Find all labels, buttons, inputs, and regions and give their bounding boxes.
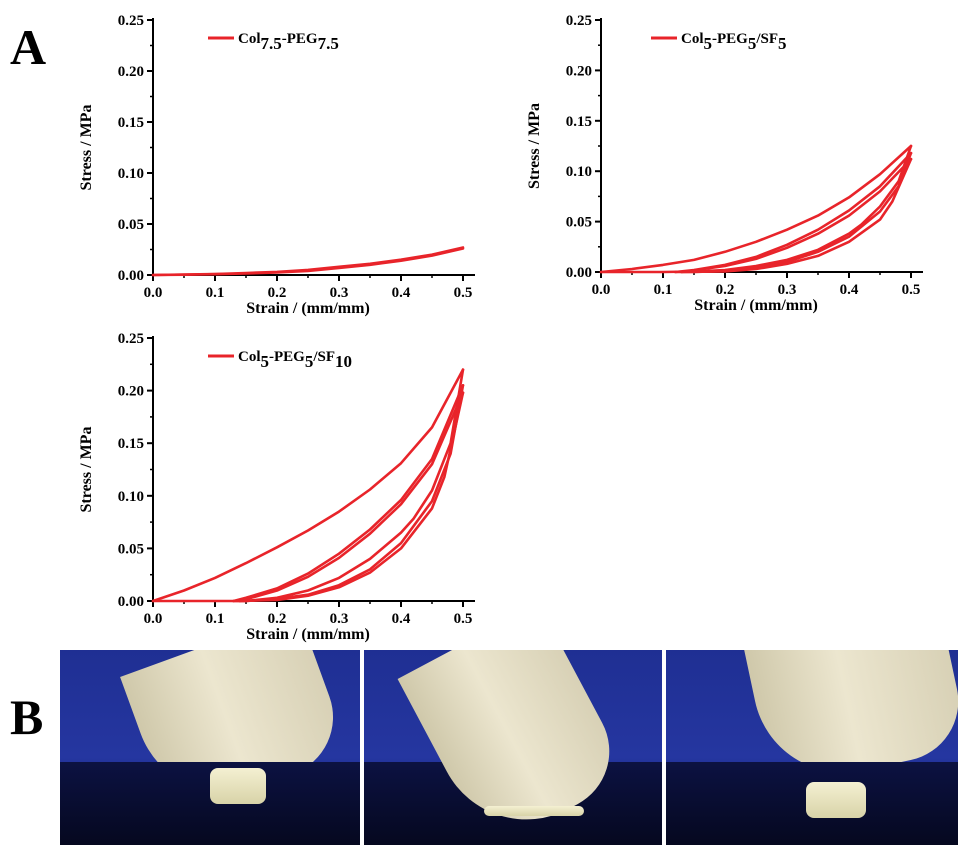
x-tick-label: 0.3 (330, 285, 349, 301)
y-tick-label: 0.00 (118, 594, 144, 610)
cycle-line-6 (680, 157, 913, 274)
y-tick-label: 0.20 (566, 63, 592, 79)
cycle-line-4 (232, 384, 465, 603)
panel-label-a: A (10, 19, 47, 75)
photo-after-recovery (662, 650, 958, 845)
x-tick-label: 0.0 (592, 282, 611, 298)
cycle-line-2 (151, 247, 465, 277)
x-axis-label: Strain / (mm/mm) (246, 626, 370, 643)
y-tick-label: 0.20 (118, 384, 144, 400)
y-tick-label: 0.00 (118, 268, 144, 284)
y-tick-label: 0.25 (118, 331, 144, 347)
x-tick-label: 0.2 (268, 285, 287, 301)
y-tick-label: 0.25 (118, 13, 144, 29)
cycle-line-5 (680, 157, 913, 274)
x-axis-label: Strain / (mm/mm) (246, 300, 370, 317)
x-tick-label: 0.4 (392, 285, 411, 301)
y-tick-label: 0.15 (118, 436, 144, 452)
x-tick-label: 0.5 (902, 282, 921, 298)
y-axis-label: Stress / MPa (78, 427, 95, 513)
y-axis-label: Stress / MPa (526, 103, 543, 189)
y-axis-label: Stress / MPa (78, 105, 95, 191)
hydrogel-sample-image (210, 768, 266, 804)
y-tick-label: 0.25 (566, 13, 592, 29)
compression-photo-strip (60, 650, 958, 845)
y-tick-label: 0.15 (118, 115, 144, 131)
x-tick-label: 0.2 (268, 611, 287, 627)
x-tick-label: 0.2 (716, 282, 735, 298)
stress-strain-chart-3: 0.00 0.05 0.10 0.15 0.20 0.25 0.0 0.1 0.2 0.3 0.4 0… (78, 331, 475, 643)
stress-strain-chart-2: 0.00 0.05 0.10 0.15 0.20 0.25 0.0 0.1 0.2 0.3 0.4 0… (526, 13, 923, 314)
y-tick-label: 0.05 (566, 215, 592, 231)
x-tick-label: 0.1 (206, 611, 225, 627)
cycle-line-6 (238, 391, 465, 603)
y-tick-label: 0.10 (566, 164, 592, 180)
x-tick-label: 0.3 (330, 611, 349, 627)
cycle-line-3 (232, 384, 465, 603)
photo-before-compression (60, 650, 360, 845)
cycle-line-1 (151, 368, 465, 603)
y-tick-label: 0.15 (566, 114, 592, 130)
photo-during-compression (360, 650, 662, 845)
hydrogel-sample-compressed-image (484, 806, 584, 816)
x-tick-label: 0.4 (392, 611, 411, 627)
y-tick-label: 0.00 (566, 265, 592, 281)
legend-label: Col5-PEG5/SF5 (681, 31, 787, 53)
cycle-line-3 (674, 151, 913, 274)
cycle-line-1 (599, 144, 913, 274)
cycle-line-5 (238, 391, 465, 603)
cycle-line-4 (674, 151, 913, 274)
y-tick-label: 0.10 (118, 166, 144, 182)
x-tick-label: 0.3 (778, 282, 797, 298)
y-tick-label: 0.05 (118, 541, 144, 557)
hydrogel-sample-image (806, 782, 866, 818)
y-tick-label: 0.10 (118, 489, 144, 505)
x-axis-label: Strain / (mm/mm) (694, 297, 818, 314)
x-tick-label: 0.1 (206, 285, 225, 301)
x-tick-label: 0.5 (454, 285, 473, 301)
x-tick-label: 0.0 (144, 285, 163, 301)
y-tick-label: 0.05 (118, 217, 144, 233)
legend-label: Col5-PEG5/SF10 (238, 349, 352, 371)
stress-strain-chart-1: 0.00 0.05 0.10 0.15 0.20 0.25 0.0 0.1 0.2 0.3 0.4 0… (78, 13, 475, 317)
y-tick-label: 0.20 (118, 64, 144, 80)
cycle-line-2 (599, 144, 913, 274)
x-tick-label: 0.0 (144, 611, 163, 627)
x-tick-label: 0.1 (654, 282, 673, 298)
legend-label: Col7.5-PEG7.5 (238, 31, 339, 53)
x-tick-label: 0.4 (840, 282, 859, 298)
x-tick-label: 0.5 (454, 611, 473, 627)
panel-label-b: B (10, 689, 44, 745)
